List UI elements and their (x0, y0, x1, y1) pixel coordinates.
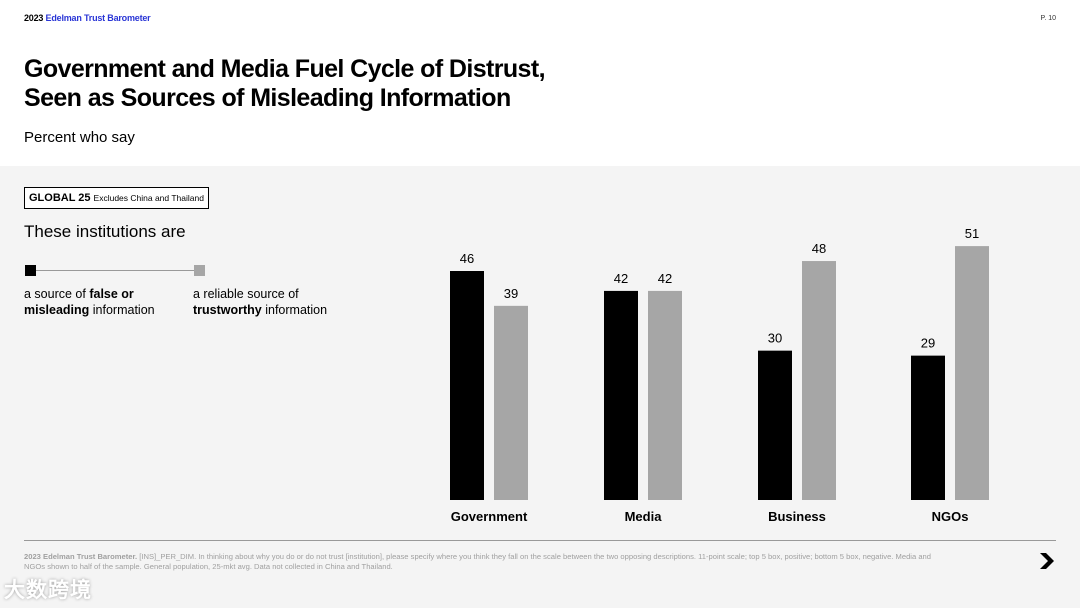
bar-ngos-misleading (911, 355, 945, 500)
data-label-government-trustworthy: 39 (504, 286, 518, 301)
category-label-government: Government (451, 509, 528, 524)
header-area (0, 0, 1080, 166)
legend-swatch-misleading (25, 265, 36, 276)
scope-badge: GLOBAL 25 Excludes China and Thailand (24, 187, 209, 209)
section-heading: These institutions are (24, 222, 186, 241)
badge-label: GLOBAL 25 (29, 192, 91, 204)
bar-media-trustworthy (648, 290, 682, 500)
page-title: Government and Media Fuel Cycle of Distr… (24, 55, 546, 113)
data-label-business-trustworthy: 48 (812, 241, 826, 256)
category-label-media: Media (625, 509, 663, 524)
title-line-1: Government and Media Fuel Cycle of Distr… (24, 55, 546, 83)
page-subtitle: Percent who say (24, 129, 135, 146)
footnote: 2023 Edelman Trust Barometer. [INS]_PER_… (24, 552, 931, 571)
legend-swatch-trustworthy (194, 265, 205, 276)
data-label-ngos-misleading: 29 (921, 336, 935, 351)
page-number: P. 10 (1040, 15, 1056, 22)
bar-government-misleading (450, 271, 484, 500)
watermark: 大数跨境 (4, 579, 92, 602)
title-line-2: Seen as Sources of Misleading Informatio… (24, 84, 511, 112)
bar-business-trustworthy (802, 261, 836, 500)
content-panel (0, 166, 1080, 608)
data-label-government-misleading: 46 (460, 251, 474, 266)
bar-government-trustworthy (494, 305, 528, 500)
data-label-media-misleading: 42 (614, 271, 628, 286)
legend-label-trustworthy: a reliable source of trustworthy informa… (193, 287, 328, 317)
category-label-business: Business (768, 509, 826, 524)
bar-media-misleading (604, 290, 638, 500)
brand-logo: 2023 Edelman Trust Barometer (24, 13, 151, 23)
arrow-down-right-icon[interactable] (1036, 550, 1058, 572)
badge-note: Excludes China and Thailand (93, 193, 204, 203)
legend-connector (36, 270, 194, 271)
data-label-media-trustworthy: 42 (658, 271, 672, 286)
category-label-ngos: NGOs (932, 509, 969, 524)
footer-divider (24, 540, 1056, 541)
data-label-ngos-trustworthy: 51 (965, 226, 979, 241)
data-label-business-misleading: 30 (768, 331, 782, 346)
bar-business-misleading (758, 350, 792, 500)
legend-label-misleading: a source of false or misleading informat… (24, 287, 155, 317)
bar-ngos-trustworthy (955, 246, 989, 500)
